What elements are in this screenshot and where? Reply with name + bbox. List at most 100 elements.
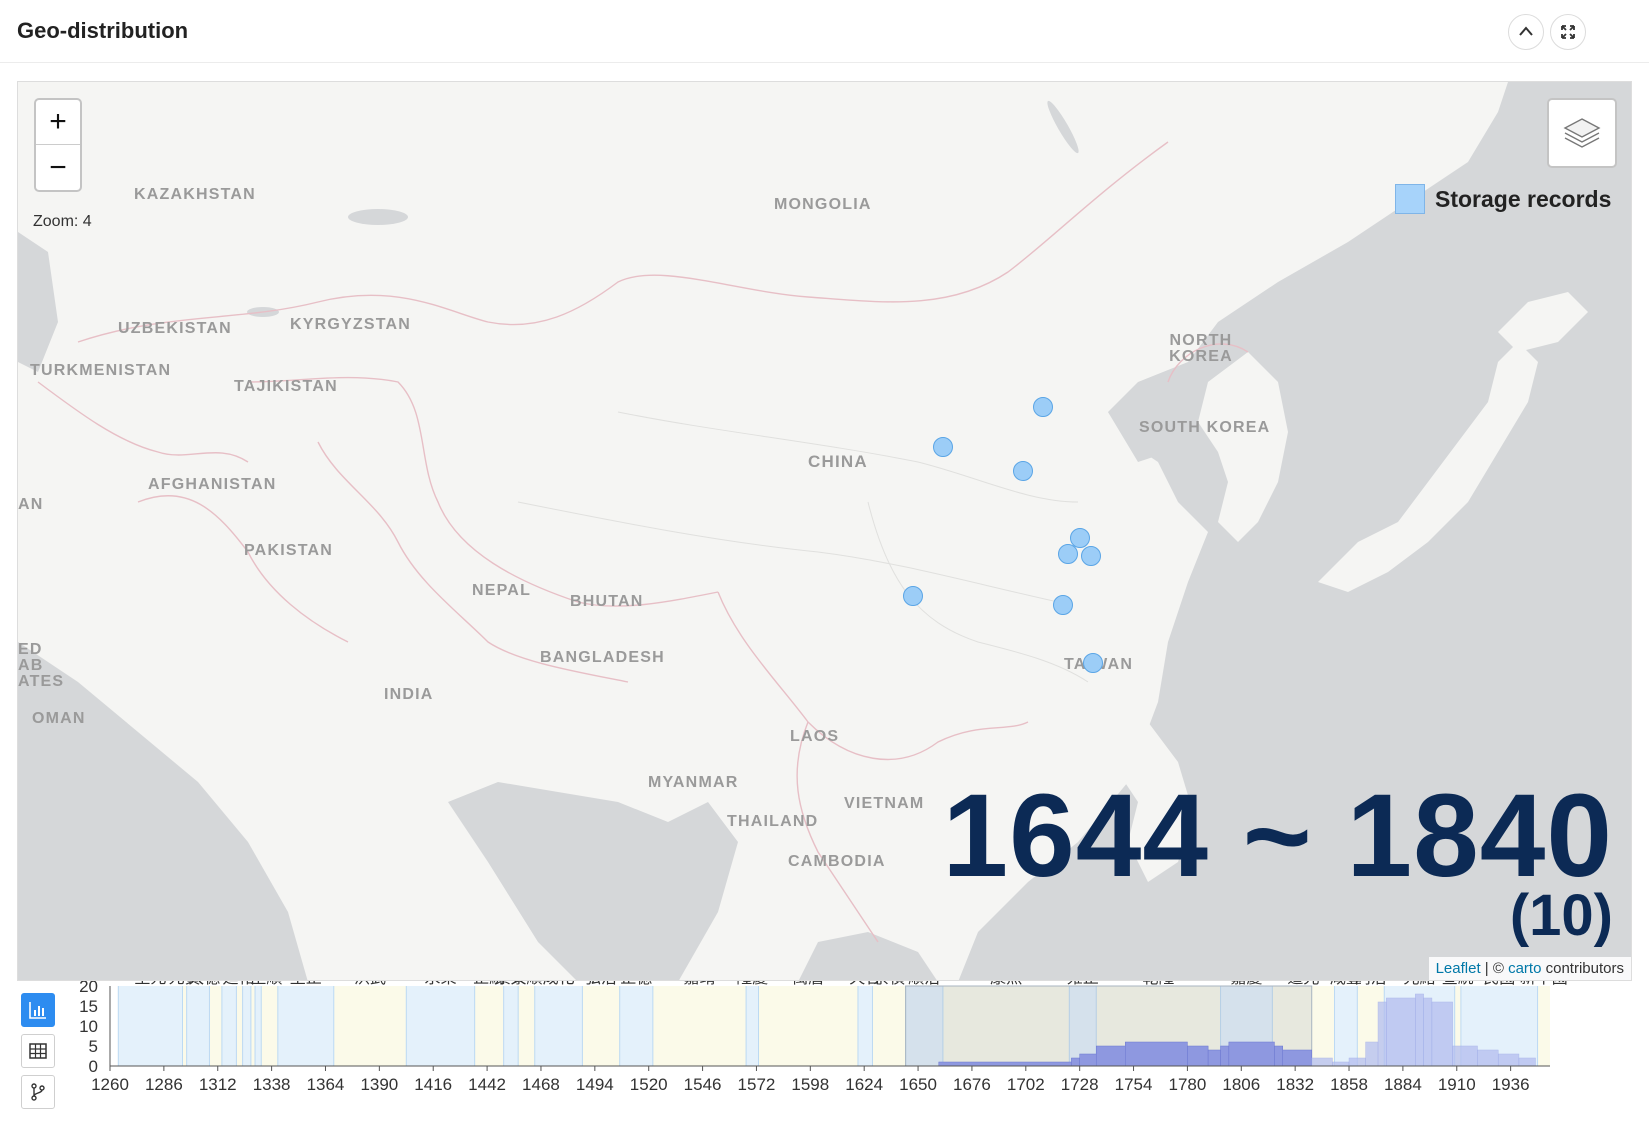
era-band xyxy=(619,986,653,1066)
x-tick-label: 1624 xyxy=(845,1075,883,1094)
branch-view-button[interactable] xyxy=(21,1075,55,1109)
era-band xyxy=(250,986,256,1066)
x-tick-label: 1910 xyxy=(1438,1075,1476,1094)
era-band xyxy=(905,986,943,1066)
panel-header: Geo-distribution xyxy=(0,0,1649,63)
country-label: SOUTH KOREA xyxy=(1139,419,1271,436)
map-view[interactable]: KAZAKHSTAN MONGOLIA UZBEKISTAN KYRGYZSTA… xyxy=(17,81,1632,981)
era-band xyxy=(652,986,747,1066)
era-label: 乾隆 xyxy=(1142,981,1174,987)
record-marker[interactable] xyxy=(1058,544,1078,564)
era-label: 天順 xyxy=(510,981,542,987)
country-label: PAKISTAN xyxy=(244,542,334,559)
x-tick-label: 1936 xyxy=(1492,1075,1530,1094)
collapse-button[interactable] xyxy=(1508,14,1544,50)
record-marker[interactable] xyxy=(1053,595,1073,615)
x-tick-label: 1858 xyxy=(1330,1075,1368,1094)
era-label: 嘉慶 xyxy=(1230,981,1262,987)
era-label: 雍正 xyxy=(1067,981,1099,987)
histogram-bar xyxy=(1332,1061,1350,1067)
era-label: 光緒 xyxy=(1403,981,1435,987)
era-label: 同治 xyxy=(1355,981,1387,987)
x-tick-label: 1494 xyxy=(576,1075,614,1094)
leaflet-link[interactable]: Leaflet xyxy=(1435,960,1481,977)
era-band xyxy=(1069,986,1097,1066)
branch-icon xyxy=(31,1083,45,1101)
record-marker[interactable] xyxy=(1013,461,1033,481)
x-tick-label: 1312 xyxy=(199,1075,237,1094)
era-label: 弘治 xyxy=(585,981,617,987)
x-tick-label: 1780 xyxy=(1168,1075,1206,1094)
era-band xyxy=(261,986,278,1066)
histogram-bar xyxy=(1274,1045,1283,1067)
country-label: TURKMENISTAN xyxy=(30,362,172,379)
fullscreen-icon xyxy=(1561,25,1575,39)
era-label: 正德 xyxy=(620,981,652,987)
histogram-bar xyxy=(1228,1041,1275,1067)
zoom-out-button[interactable]: − xyxy=(49,150,67,184)
panel-title: Geo-distribution xyxy=(17,18,189,43)
country-label: UZBEKISTAN xyxy=(118,320,232,337)
zoom-in-button[interactable]: + xyxy=(36,100,80,145)
x-tick-label: 1754 xyxy=(1115,1075,1153,1094)
table-view-button[interactable] xyxy=(21,1034,55,1068)
era-band xyxy=(1334,986,1358,1066)
era-label: 至順 xyxy=(250,981,282,987)
y-tick-label: 5 xyxy=(89,1037,98,1056)
country-label: LAOS xyxy=(790,728,840,745)
x-tick-label: 1520 xyxy=(630,1075,668,1094)
fullscreen-button[interactable] xyxy=(1550,14,1586,50)
histogram-bar xyxy=(1377,1001,1387,1067)
chart-view-button[interactable] xyxy=(21,993,55,1027)
era-band xyxy=(758,986,858,1066)
zoom-control: + − xyxy=(34,98,82,192)
country-label: MYANMAR xyxy=(648,774,739,791)
era-label: 宣統 xyxy=(1442,981,1474,987)
era-band xyxy=(518,986,535,1066)
x-tick-label: 1650 xyxy=(899,1075,937,1094)
country-label: BHUTAN xyxy=(570,593,644,610)
country-label: BANGLADESH xyxy=(540,649,665,666)
record-marker[interactable] xyxy=(1033,397,1053,417)
country-label: KAZAKHSTAN xyxy=(134,186,256,203)
era-band xyxy=(333,986,407,1066)
y-tick-label: 15 xyxy=(79,997,98,1016)
era-label: 新中國 xyxy=(1520,981,1568,987)
attribution-suffix: contributors xyxy=(1541,960,1624,977)
layers-button[interactable] xyxy=(1547,98,1617,168)
era-band xyxy=(503,986,519,1066)
era-label: 至正 xyxy=(290,981,322,987)
country-label: VIETNAM xyxy=(844,795,925,812)
histogram-bar xyxy=(1207,1049,1221,1067)
country-label: INDIA xyxy=(384,686,434,703)
histogram-bar xyxy=(1477,1049,1499,1067)
histogram-bar xyxy=(1431,1001,1453,1067)
era-label: 大德 xyxy=(188,981,220,987)
era-label: 民國 xyxy=(1483,981,1515,987)
record-marker[interactable] xyxy=(933,437,953,457)
record-marker[interactable] xyxy=(1083,653,1103,673)
era-label: 道光 xyxy=(1287,981,1319,987)
y-tick-label: 0 xyxy=(89,1057,98,1076)
histogram-bar xyxy=(1282,1049,1312,1067)
timeline-chart[interactable]: 0 5 10 15 20 1260 1286 1312 1338 1364 1390 1416 1442… xyxy=(60,968,1649,1133)
era-band xyxy=(1454,986,1461,1066)
x-tick-label: 1546 xyxy=(684,1075,722,1094)
x-tick-label: 1676 xyxy=(953,1075,991,1094)
era-band xyxy=(182,986,187,1066)
x-tick-label: 1442 xyxy=(468,1075,506,1094)
carto-link[interactable]: carto xyxy=(1508,960,1542,977)
histogram-bar xyxy=(1095,1045,1126,1067)
legend-label: Storage records xyxy=(1435,185,1612,212)
record-marker[interactable] xyxy=(1070,528,1090,548)
era-label: 永樂 xyxy=(424,981,456,987)
era-label: 康熙 xyxy=(990,981,1022,987)
era-label: 崇禎 xyxy=(873,981,905,987)
record-marker[interactable] xyxy=(1081,546,1101,566)
y-tick-label: 20 xyxy=(79,981,98,996)
x-tick-label: 1806 xyxy=(1222,1075,1260,1094)
country-label: THAILAND xyxy=(727,813,819,830)
record-marker[interactable] xyxy=(903,586,923,606)
country-label: OMAN xyxy=(32,710,86,727)
